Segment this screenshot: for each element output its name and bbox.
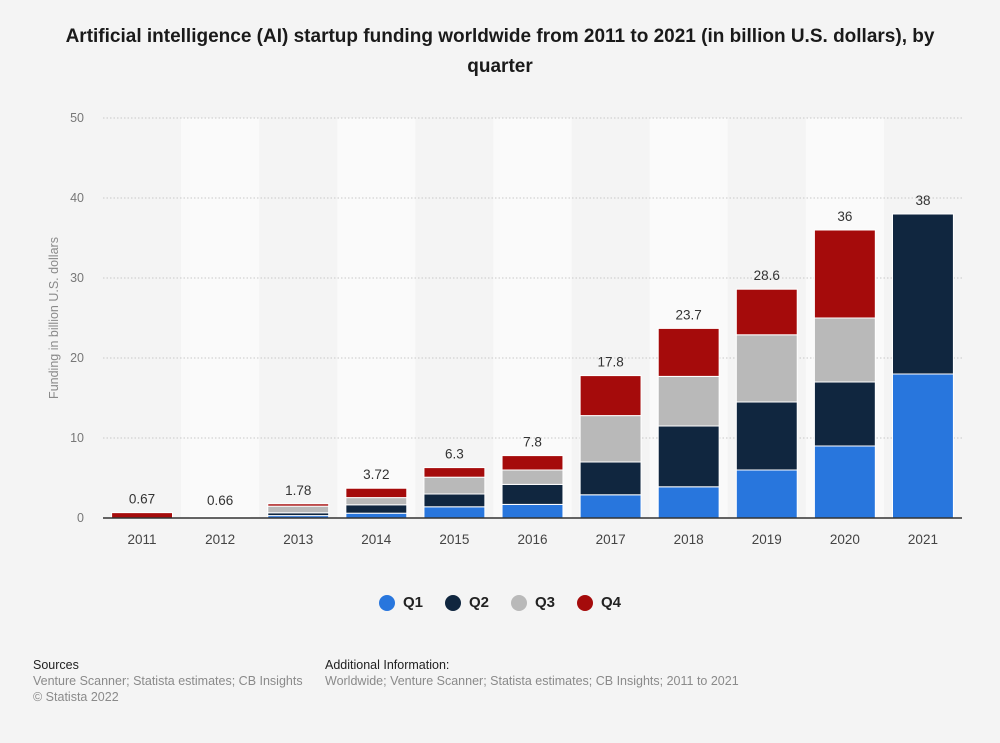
legend-item-q1[interactable]: Q1: [378, 594, 423, 611]
chart-title: Artificial intelligence (AI) startup fun…: [65, 26, 935, 77]
total-label: 0.67: [129, 492, 155, 507]
x-tick-label: 2012: [205, 532, 235, 547]
x-tick-label: 2021: [908, 532, 938, 547]
bar-segment-q3: [501, 469, 564, 485]
y-axis-label: Funding in billion U.S. dollars: [47, 237, 61, 399]
copyright-text: © Statista 2022: [33, 690, 119, 704]
x-tick-label: 2011: [128, 532, 157, 547]
x-tick-label: 2013: [283, 532, 313, 547]
y-tick-label: 50: [70, 111, 84, 125]
bar-segment-q4: [579, 375, 642, 417]
legend-label: Q3: [535, 594, 556, 611]
additional-info-heading: Additional Information:: [325, 658, 450, 672]
total-label: 36: [837, 209, 852, 224]
bar-segment-q3: [579, 415, 642, 463]
bar-segment-q4: [267, 503, 330, 507]
bar-segment-q1: [501, 503, 564, 519]
legend-label: Q4: [601, 594, 622, 611]
total-label: 28.6: [754, 268, 780, 283]
additional-info-text: Worldwide; Venture Scanner; Statista est…: [325, 674, 739, 688]
sources-text: Venture Scanner; Statista estimates; CB …: [33, 674, 303, 688]
x-tick-label: 2017: [596, 532, 626, 547]
total-label: 23.7: [676, 307, 702, 322]
bar-segment-q4: [345, 487, 408, 499]
legend-dot-icon: [577, 594, 594, 611]
bar-segment-q3: [423, 476, 486, 495]
bar-segment-q2: [423, 493, 486, 508]
x-tick-label: 2019: [752, 532, 782, 547]
bar-segment-q4: [735, 288, 798, 336]
x-tick-label: 2018: [674, 532, 704, 547]
bar-segment-q1: [891, 373, 954, 519]
bar-segment-q1: [813, 445, 876, 519]
x-tick-label: 2015: [439, 532, 469, 547]
legend-dot-icon: [444, 594, 461, 611]
bar-segment-q4: [657, 327, 720, 377]
bar-segment-q4: [813, 229, 876, 319]
additional-info-block: Additional Information: Worldwide; Ventu…: [325, 657, 739, 689]
y-tick-label: 20: [70, 351, 84, 365]
legend: Q1 Q2 Q3 Q4: [0, 594, 1000, 611]
y-tick-label: 30: [70, 271, 84, 285]
bar-segment-q2: [501, 483, 564, 505]
bar-segment-q2: [657, 425, 720, 488]
legend-label: Q2: [468, 594, 489, 611]
bar-segment-q2: [813, 381, 876, 447]
bar-segment-q2: [345, 504, 408, 514]
x-tick-label: 2016: [517, 532, 547, 547]
total-label: 1.78: [285, 483, 311, 498]
total-label: 7.8: [523, 435, 542, 450]
total-label: 6.3: [445, 447, 464, 462]
y-tick-label: 10: [70, 431, 84, 445]
bar-segment-q3: [345, 497, 408, 506]
bar-segment-q3: [735, 334, 798, 403]
bar-segment-q2: [579, 461, 642, 496]
bar-segment-q2: [735, 401, 798, 471]
total-label: 3.72: [363, 467, 389, 482]
bar-segment-q4: [111, 512, 174, 519]
legend-item-q4[interactable]: Q4: [577, 594, 621, 611]
legend-item-q3[interactable]: Q3: [511, 594, 555, 611]
legend-item-q2[interactable]: Q2: [444, 594, 489, 611]
bar-segment-q1: [579, 494, 642, 519]
bar-segment-q4: [423, 467, 486, 478]
column-band: [337, 118, 416, 518]
total-label: 0.66: [207, 493, 233, 508]
bar-segment-empty: [189, 516, 251, 518]
y-tick-label: 40: [70, 191, 84, 205]
legend-dot-icon: [378, 594, 395, 611]
total-label: 17.8: [597, 355, 623, 370]
bar-segment-q2: [891, 213, 954, 375]
bar-segment-q1: [735, 469, 798, 519]
bar-segment-q3: [267, 505, 330, 514]
column-band: [493, 118, 572, 518]
bar-segment-q1: [657, 486, 720, 519]
x-tick-label: 2020: [830, 532, 860, 547]
y-tick-label: 0: [77, 511, 84, 525]
bar-segment-q3: [657, 375, 720, 427]
bar-segment-q4: [501, 455, 564, 471]
column-band: [181, 118, 260, 518]
legend-dot-icon: [511, 594, 527, 611]
total-label: 38: [915, 193, 930, 208]
x-tick-label: 2014: [361, 532, 392, 547]
bar-segment-q3: [813, 317, 876, 383]
sources-heading: Sources: [33, 658, 79, 672]
bar-segment-q1: [423, 506, 486, 519]
sources-block: Sources Venture Scanner; Statista estima…: [33, 657, 303, 705]
legend-label: Q1: [402, 594, 423, 611]
